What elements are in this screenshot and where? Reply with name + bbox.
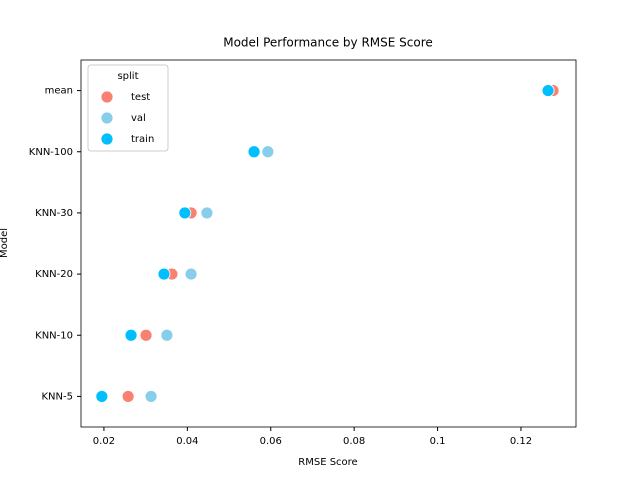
dot (184, 267, 198, 281)
dot (124, 328, 138, 342)
x-tick-label: 0.1 (430, 436, 446, 447)
y-axis-label: Model (0, 228, 10, 258)
dot (247, 145, 261, 159)
legend-label: train (131, 134, 154, 145)
plot-frame (80, 59, 577, 428)
dot (200, 206, 214, 220)
dot (541, 84, 555, 97)
legend-marker (100, 111, 114, 125)
legend-marker (100, 132, 114, 146)
legend-label: test (131, 92, 150, 103)
y-tick-label: KNN-5 (42, 391, 74, 402)
x-tick-label: 0.02 (93, 436, 115, 447)
dot (139, 328, 153, 342)
chart-title: Model Performance by RMSE Score (223, 36, 433, 50)
dot (144, 390, 158, 403)
x-tick-label: 0.04 (176, 436, 198, 447)
x-tick-label: 0.06 (260, 436, 282, 447)
dot (157, 267, 171, 281)
dot (160, 328, 174, 342)
dot (121, 390, 135, 403)
legend-box (87, 64, 169, 152)
x-tick-label: 0.12 (510, 436, 532, 447)
y-tick-label: KNN-30 (35, 208, 73, 219)
x-axis-label: RMSE Score (298, 457, 357, 468)
dot (95, 390, 109, 403)
y-tick-label: mean (45, 86, 73, 97)
dot (178, 206, 192, 220)
legend-marker (100, 90, 114, 104)
y-tick-label: KNN-20 (35, 269, 73, 280)
y-tick-label: KNN-10 (35, 330, 73, 341)
x-tick-label: 0.08 (343, 436, 365, 447)
dot (261, 145, 275, 159)
legend-label: val (131, 113, 146, 124)
y-tick-label: KNN-100 (29, 147, 73, 158)
legend-title: split (117, 71, 138, 82)
